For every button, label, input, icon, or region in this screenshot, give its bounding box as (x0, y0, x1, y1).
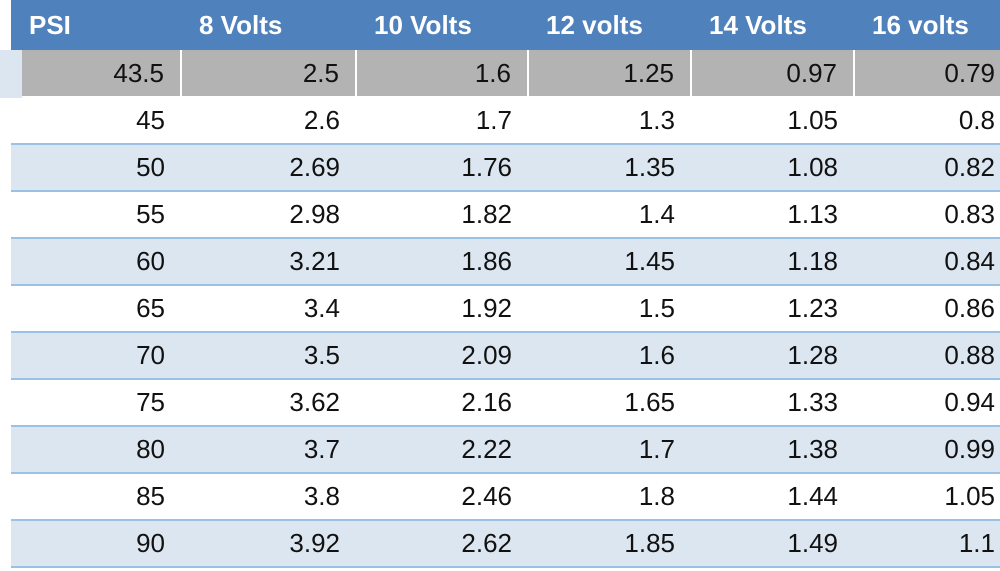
table-cell: 3.5 (181, 332, 356, 380)
header-cell: 16 volts (854, 0, 1000, 50)
table-row: 65 3.4 1.92 1.5 1.23 0.86 (11, 285, 1000, 333)
table-cell: 80 (11, 426, 181, 474)
table-cell: 55 (11, 191, 181, 239)
table-cell: 2.46 (356, 473, 528, 521)
header-row: PSI 8 Volts 10 Volts 12 volts 14 Volts 16 vol… (11, 0, 1000, 50)
table-cell: 2.09 (356, 332, 528, 380)
table-cell: 1.25 (527, 50, 691, 98)
table-body: 43.5 2.5 1.6 1.25 0.97 0.79 45 2.6 1.7 1.3 1.05 0.8… (0, 50, 1000, 568)
table-cell: 0.8 (854, 97, 1000, 145)
table-cell: 3.8 (181, 473, 356, 521)
table-cell: 1.28 (691, 332, 854, 380)
table-cell: 1.49 (691, 520, 854, 568)
table-row: 55 2.98 1.82 1.4 1.13 0.83 (11, 191, 1000, 239)
table-cell: 1.05 (854, 473, 1000, 521)
table-cell: 2.69 (181, 144, 356, 192)
table-cell: 3.4 (181, 285, 356, 333)
table-row: 43.5 2.5 1.6 1.25 0.97 0.79 (0, 50, 1000, 98)
table-cell: 1.7 (528, 426, 691, 474)
table-cell: 60 (11, 238, 181, 286)
table-cell: 65 (11, 285, 181, 333)
table-cell: 0.83 (854, 191, 1000, 239)
table-cell: 1.13 (691, 191, 854, 239)
table-row: 80 3.7 2.22 1.7 1.38 0.99 (11, 426, 1000, 474)
table-cell: 3.21 (181, 238, 356, 286)
table-cell: 50 (11, 144, 181, 192)
table-cell: 1.05 (691, 97, 854, 145)
table-cell: 45 (11, 97, 181, 145)
header-cell: 10 Volts (356, 0, 528, 50)
table-cell: 3.62 (181, 379, 356, 427)
table-cell: 70 (11, 332, 181, 380)
table-cell: 0.88 (854, 332, 1000, 380)
table-cell: 2.16 (356, 379, 528, 427)
table-row: 70 3.5 2.09 1.6 1.28 0.88 (11, 332, 1000, 380)
table-cell: 1.8 (528, 473, 691, 521)
table-cell: 0.99 (854, 426, 1000, 474)
table-cell: 0.86 (854, 285, 1000, 333)
header-cell: PSI (11, 0, 181, 50)
table-cell: 3.7 (181, 426, 356, 474)
table-cell: 1.3 (528, 97, 691, 145)
table-cell: 43.5 (0, 50, 181, 98)
table-row: 50 2.69 1.76 1.35 1.08 0.82 (11, 144, 1000, 192)
table-cell: 0.82 (854, 144, 1000, 192)
header-cell: 12 volts (528, 0, 691, 50)
table-cell: 1.65 (528, 379, 691, 427)
table-cell: 1.6 (528, 332, 691, 380)
table-cell: 1.7 (356, 97, 528, 145)
table-cell: 85 (11, 473, 181, 521)
table-row: 60 3.21 1.86 1.45 1.18 0.84 (11, 238, 1000, 286)
table-cell: 1.38 (691, 426, 854, 474)
table-cell: 1.85 (528, 520, 691, 568)
table-row: 90 3.92 2.62 1.85 1.49 1.1 (11, 520, 1000, 568)
table-cell: 2.6 (181, 97, 356, 145)
table-cell: 2.62 (356, 520, 528, 568)
header-cell: 14 Volts (691, 0, 854, 50)
table-row: 85 3.8 2.46 1.8 1.44 1.05 (11, 473, 1000, 521)
table-cell: 3.92 (181, 520, 356, 568)
table-cell: 1.4 (528, 191, 691, 239)
table-cell: 2.98 (181, 191, 356, 239)
table-cell: 0.97 (690, 50, 854, 98)
table-cell: 1.33 (691, 379, 854, 427)
table-cell: 2.5 (180, 50, 356, 98)
table-cell: 1.6 (355, 50, 528, 98)
table-cell: 75 (11, 379, 181, 427)
table-cell: 1.1 (854, 520, 1000, 568)
table-cell: 1.08 (691, 144, 854, 192)
table-row: 45 2.6 1.7 1.3 1.05 0.8 (11, 97, 1000, 145)
table-cell: 1.76 (356, 144, 528, 192)
table-cell: 2.22 (356, 426, 528, 474)
table-cell: 1.18 (691, 238, 854, 286)
table-cell: 1.23 (691, 285, 854, 333)
table-cell: 1.45 (528, 238, 691, 286)
table-cell: 0.84 (854, 238, 1000, 286)
table-cell: 1.86 (356, 238, 528, 286)
table-cell: 1.82 (356, 191, 528, 239)
table-cell: 1.5 (528, 285, 691, 333)
table-cell: 0.79 (853, 50, 1000, 98)
table-cell: 90 (11, 520, 181, 568)
table-cell: 1.92 (356, 285, 528, 333)
table-row: 75 3.62 2.16 1.65 1.33 0.94 (11, 379, 1000, 427)
table-cell: 1.44 (691, 473, 854, 521)
table-cell: 0.94 (854, 379, 1000, 427)
header-cell: 8 Volts (181, 0, 356, 50)
table-cell: 1.35 (528, 144, 691, 192)
